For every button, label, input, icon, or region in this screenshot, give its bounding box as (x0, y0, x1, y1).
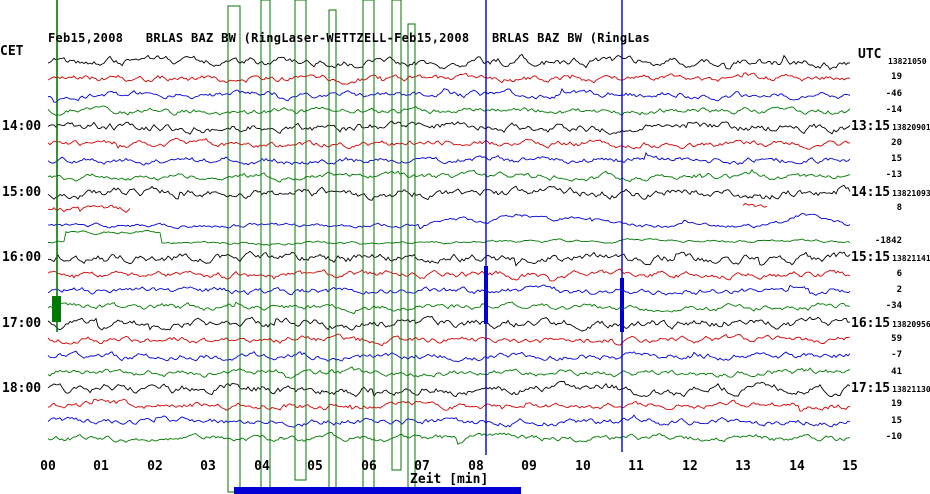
timezone-left-label: CET (0, 44, 24, 59)
x-axis-label: Zeit [min] (410, 472, 489, 487)
timezone-right-label: UTC (858, 47, 882, 62)
page-title: Feb15,2008 BRLAS BAZ BW (RingLaser-WETTZ… (48, 31, 650, 45)
